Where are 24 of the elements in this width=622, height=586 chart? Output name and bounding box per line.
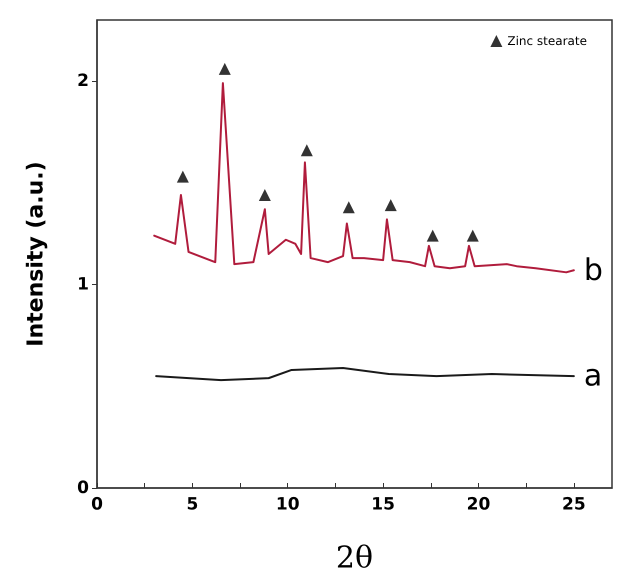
line-series	[153, 82, 575, 274]
y-tick-label: 2	[77, 71, 89, 92]
point	[258, 188, 271, 201]
y-axis-title: Intensity (a.u.)	[24, 161, 48, 347]
legend-label: Zinc stearate	[507, 34, 587, 48]
point	[466, 230, 479, 242]
x-axis-title: 2θ	[336, 540, 374, 576]
x-tick-label: 25	[562, 494, 586, 514]
x-tick-label: 20	[466, 494, 490, 514]
series-label: b	[584, 252, 603, 288]
series-label: a	[584, 358, 602, 394]
point	[384, 199, 397, 212]
x-tick-label: 5	[186, 494, 198, 514]
y-tick-label: 0	[77, 478, 90, 498]
point	[176, 170, 189, 183]
y-tick-label: 1	[77, 274, 89, 295]
line-series	[155, 366, 575, 382]
x-tick-label: 15	[371, 494, 395, 514]
point	[342, 201, 355, 214]
x-tick-label: 0	[91, 494, 104, 514]
point	[426, 230, 439, 242]
point	[300, 144, 313, 156]
x-tick-label: 10	[276, 494, 300, 514]
point	[218, 62, 231, 75]
